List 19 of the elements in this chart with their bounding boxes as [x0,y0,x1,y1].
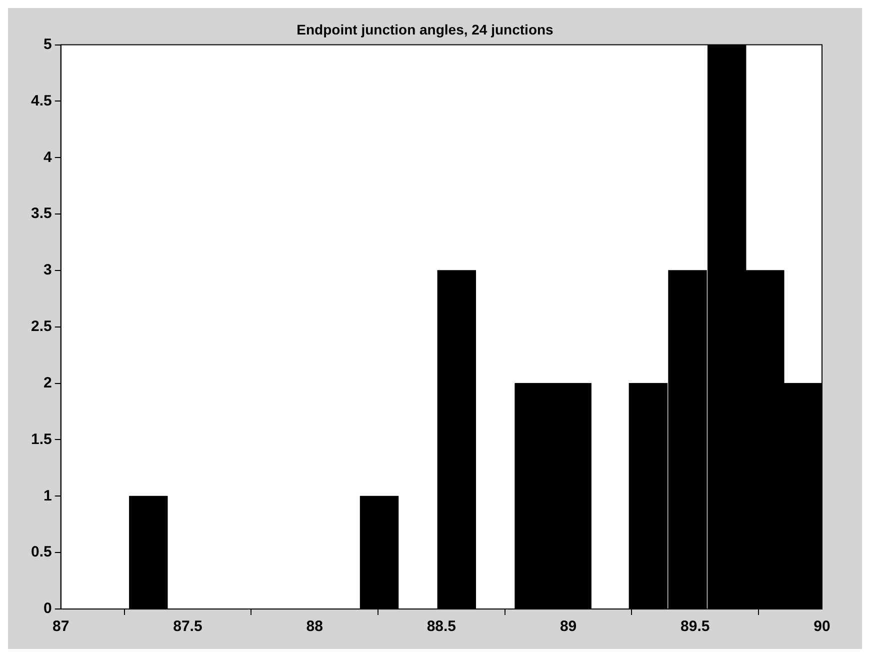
x-tick-label: 87 [52,618,70,636]
y-tick-label: 5 [44,36,52,53]
y-tick-label: 3 [44,262,52,279]
x-tick-label: 89.5 [680,618,710,636]
y-tick-label: 3.5 [30,205,52,222]
y-tick-label: 2 [44,374,52,392]
x-tick-label: 87.5 [173,618,202,636]
y-tick-label: 1.5 [30,430,52,448]
y-tick-label: 4 [44,148,53,166]
x-tick-label: 90 [814,618,830,636]
y-tick-label: 0 [44,600,52,618]
x-tick-label: 88.5 [426,618,456,636]
x-tick-label: 89 [560,618,577,636]
x-tick-label: 88 [306,618,323,636]
y-tick-label: 0.5 [30,544,52,561]
y-tick-label: 4.5 [30,92,52,110]
chart-title: Endpoint junction angles, 24 junctions [296,21,554,38]
y-tick-label: 2.5 [30,318,52,336]
y-tick-label: 1 [44,487,52,504]
